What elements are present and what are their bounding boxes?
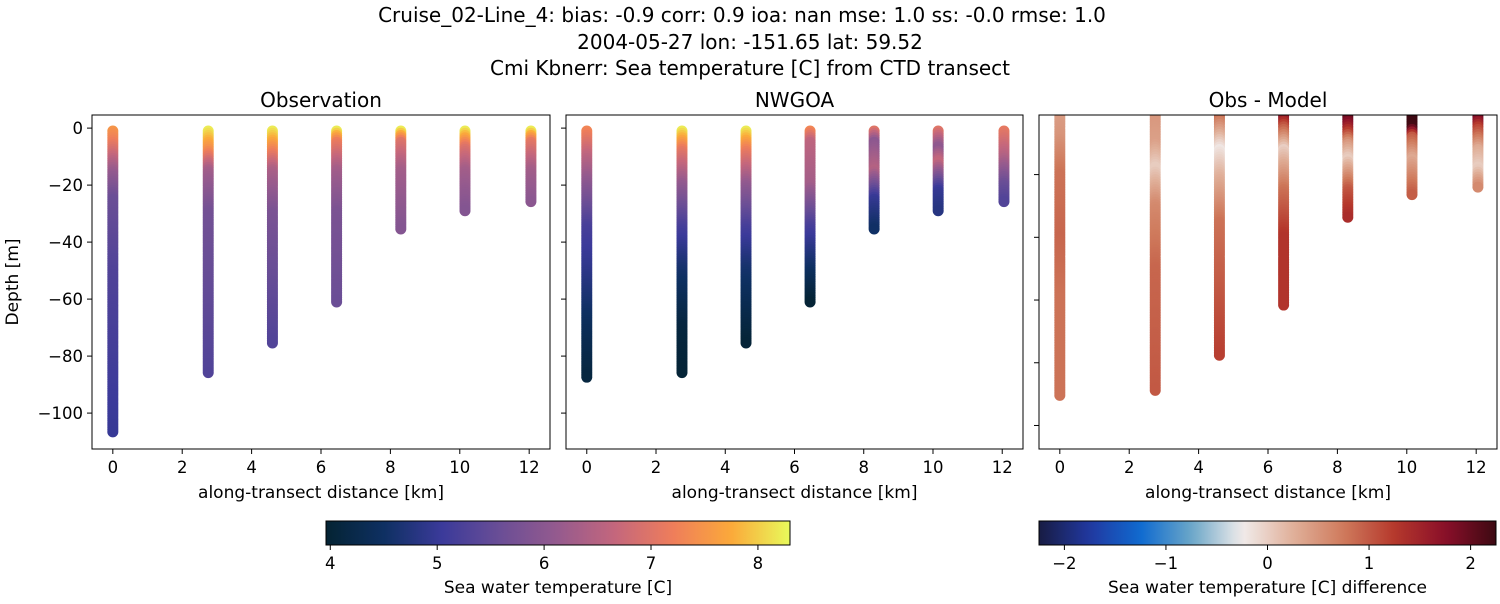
- y-tick-label: 0: [73, 119, 84, 138]
- x-tick-label: 12: [992, 458, 1013, 477]
- data-point: [331, 296, 343, 308]
- y-tick-label: −20: [48, 176, 83, 195]
- y-tick-label: −100: [38, 404, 83, 423]
- colorbar-tick-label: 4: [325, 554, 336, 573]
- x-tick-label: 0: [1055, 458, 1066, 477]
- x-tick-label: 2: [177, 458, 188, 477]
- suptitle-line-3: Cmi Kbnerr: Sea temperature [C] from CTD…: [490, 56, 1010, 80]
- x-tick-label: 12: [1466, 458, 1487, 477]
- x-tick-label: 4: [720, 458, 731, 477]
- data-point: [868, 223, 880, 235]
- colorbar-label: Sea water temperature [C]: [444, 578, 672, 598]
- data-point: [395, 223, 407, 235]
- axes-frame: [565, 114, 1024, 450]
- x-tick-label: 8: [385, 458, 396, 477]
- x-axis-label: along-transect distance [km]: [1145, 483, 1391, 503]
- panel-1: 0 2 4 6 8 10 12 0 −20 −40 −60 −80 −100 Observation alo…: [3, 88, 551, 503]
- x-tick-label: 10: [922, 458, 943, 477]
- data-point: [581, 371, 593, 383]
- x-tick-label: 6: [316, 458, 327, 477]
- scatter-points: [581, 125, 1010, 383]
- x-axis-label: along-transect distance [km]: [672, 483, 918, 503]
- x-tick-label: 0: [108, 458, 119, 477]
- x-tick-label: 2: [651, 458, 662, 477]
- colorbar-label: Sea water temperature [C] difference: [1108, 578, 1427, 598]
- x-tick-label: 0: [582, 458, 593, 477]
- data-point: [740, 337, 752, 349]
- y-axis-label: Depth [m]: [3, 238, 23, 325]
- x-tick-label: 12: [519, 458, 540, 477]
- axes-frame: [1038, 114, 1498, 450]
- data-point: [1054, 389, 1066, 401]
- scatter-points: [1054, 115, 1484, 401]
- suptitle-line-2: 2004-05-27 lon: -151.65 lat: 59.52: [577, 30, 923, 54]
- data-point: [998, 196, 1010, 208]
- x-tick-label: 4: [246, 458, 257, 477]
- data-point: [525, 196, 537, 208]
- data-point: [1149, 384, 1161, 396]
- y-tick-label: −80: [48, 347, 83, 366]
- data-point: [1342, 211, 1354, 223]
- colorbar-tick-label: 7: [646, 554, 657, 573]
- x-axis-label: along-transect distance [km]: [198, 483, 444, 503]
- x-tick-label: 2: [1124, 458, 1135, 477]
- data-point: [804, 296, 816, 308]
- panel-title: Obs - Model: [1209, 88, 1328, 112]
- colorbar-gradient: [1038, 520, 1497, 546]
- colorbar-1: 4 5 6 7 8 Sea water temperature [C]: [325, 520, 791, 598]
- panel-3: 0 2 4 6 8 10 12 Obs - Model along-transect dista…: [1034, 88, 1498, 503]
- colorbar-tick-label: 0: [1262, 554, 1273, 573]
- panel-2: 0 2 4 6 8 10 12 NWGOA along-transect distance [k…: [561, 88, 1024, 503]
- colorbar-tick-label: 6: [539, 554, 550, 573]
- colorbar-tick-label: 2: [1465, 554, 1476, 573]
- colorbar-tick-label: 1: [1364, 554, 1375, 573]
- colorbar-tick-label: 5: [432, 554, 443, 573]
- colorbar-tick-label: −1: [1154, 554, 1178, 573]
- colorbars: 4 5 6 7 8 Sea water temperature [C] −2 −1 0 1 2 Sea…: [325, 520, 1497, 598]
- data-point: [1278, 299, 1290, 311]
- colorbar-tick-label: 8: [753, 554, 764, 573]
- data-point: [676, 367, 688, 379]
- colorbar-gradient: [325, 520, 791, 546]
- y-tick-label: −40: [48, 233, 83, 252]
- data-point: [459, 205, 471, 217]
- x-tick-label: 6: [1263, 458, 1274, 477]
- x-tick-label: 6: [789, 458, 800, 477]
- x-tick-label: 10: [449, 458, 470, 477]
- data-point: [1472, 181, 1484, 193]
- data-point: [202, 367, 214, 379]
- x-tick-label: 8: [1332, 458, 1343, 477]
- y-tick-label: −60: [48, 290, 83, 309]
- axes-frame: [91, 114, 551, 450]
- data-point: [932, 205, 944, 217]
- x-tick-label: 8: [858, 458, 869, 477]
- panel-title: NWGOA: [755, 88, 835, 112]
- data-point: [266, 337, 278, 349]
- suptitle-line-1: Cruise_02-Line_4: bias: -0.9 corr: 0.9 i…: [378, 3, 1106, 27]
- x-tick-label: 4: [1193, 458, 1204, 477]
- x-tick-label: 10: [1396, 458, 1417, 477]
- colorbar-2: −2 −1 0 1 2 Sea water temperature [C] differe…: [1038, 520, 1497, 598]
- colorbar-tick-label: −2: [1052, 554, 1076, 573]
- scatter-points: [107, 125, 537, 438]
- data-point: [1406, 189, 1418, 201]
- panels: 0 2 4 6 8 10 12 0 −20 −40 −60 −80 −100 Observation alo…: [3, 88, 1498, 503]
- data-point: [107, 426, 119, 438]
- panel-title: Observation: [260, 88, 382, 112]
- data-point: [1213, 349, 1225, 361]
